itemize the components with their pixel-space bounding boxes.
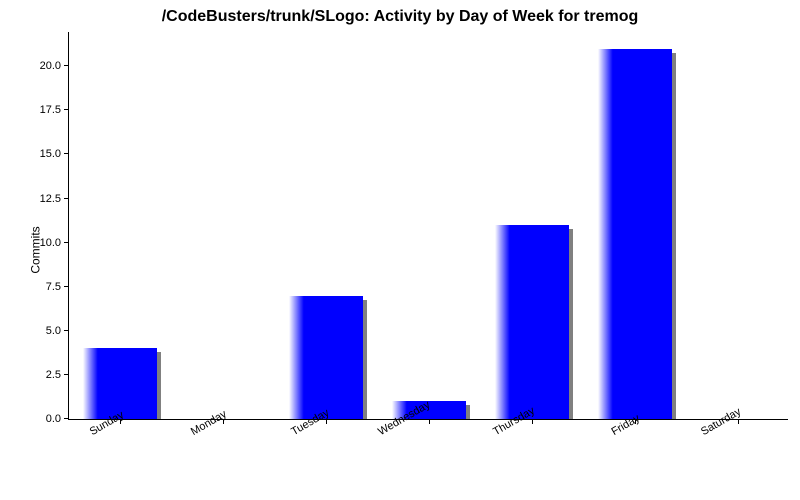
xtick-label: Saturday xyxy=(694,397,743,438)
ytick-label: 17.5 xyxy=(40,104,69,116)
ytick-label: 20.0 xyxy=(40,60,69,72)
xtick-mark xyxy=(738,419,739,424)
chart-title: /CodeBusters/trunk/SLogo: Activity by Da… xyxy=(0,8,800,26)
chart-container: /CodeBusters/trunk/SLogo: Activity by Da… xyxy=(0,0,800,500)
xtick-mark xyxy=(532,419,533,424)
plot-area: 0.02.55.07.510.012.515.017.520.0SundayMo… xyxy=(68,32,788,420)
ytick-label: 5.0 xyxy=(46,325,69,337)
xtick-label: Monday xyxy=(184,399,229,438)
bar xyxy=(598,49,672,419)
bar xyxy=(83,348,157,419)
y-axis-label: Commits xyxy=(29,226,43,273)
xtick-label: Wednesday xyxy=(371,390,432,438)
ytick-label: 10.0 xyxy=(40,237,69,249)
ytick-label: 7.5 xyxy=(46,281,69,293)
xtick-mark xyxy=(429,419,430,424)
ytick-label: 15.0 xyxy=(40,148,69,160)
bar xyxy=(289,296,363,419)
bar xyxy=(495,225,569,419)
ytick-label: 0.0 xyxy=(46,413,69,425)
ytick-label: 2.5 xyxy=(46,369,69,381)
ytick-label: 12.5 xyxy=(40,193,69,205)
